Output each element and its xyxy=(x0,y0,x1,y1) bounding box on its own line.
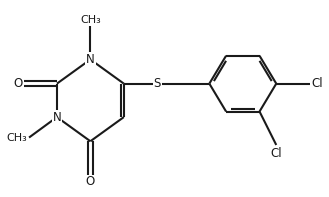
Text: CH₃: CH₃ xyxy=(80,15,101,25)
Text: N: N xyxy=(53,111,61,124)
Text: O: O xyxy=(86,176,95,189)
Text: N: N xyxy=(86,53,95,66)
Text: O: O xyxy=(13,77,23,90)
Text: S: S xyxy=(154,77,161,90)
Text: Cl: Cl xyxy=(270,147,282,160)
Text: CH₃: CH₃ xyxy=(7,133,27,143)
Text: Cl: Cl xyxy=(312,77,323,90)
